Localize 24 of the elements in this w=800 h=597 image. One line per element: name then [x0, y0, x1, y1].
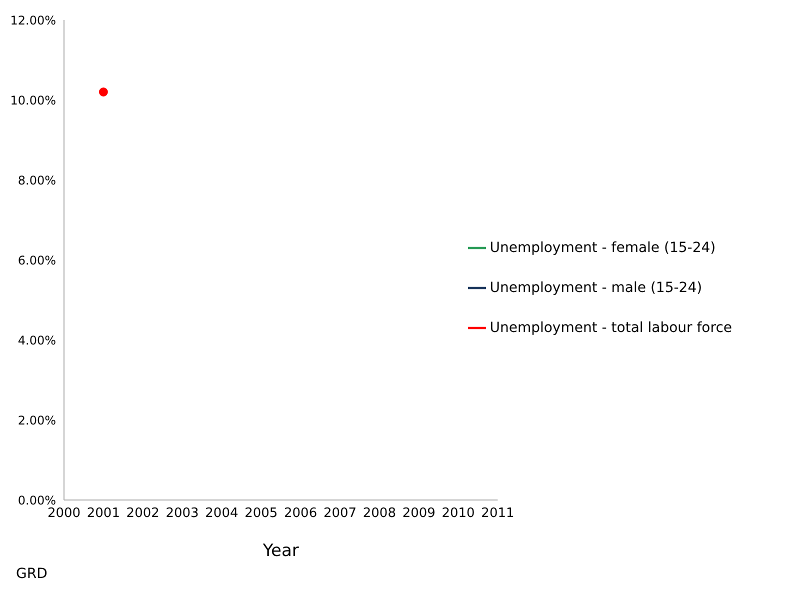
x-tick-label: 2010 — [442, 506, 475, 522]
x-axis-title: Year — [262, 541, 299, 561]
x-tick-label: 2006 — [284, 506, 318, 522]
x-tick-label: 2005 — [244, 506, 278, 522]
y-tick-label: 0.00% — [18, 493, 56, 508]
x-tick-label: 2008 — [362, 506, 396, 522]
x-tick-label: 2003 — [166, 506, 199, 522]
legend-label: Unemployment - total labour force — [490, 320, 732, 336]
text: GRD — [16, 566, 48, 582]
y-tick-label: 10.00% — [10, 93, 56, 108]
legend-label: Unemployment - female (15-24) — [490, 240, 716, 256]
x-tick-label: 2004 — [205, 506, 238, 522]
x-tick-label: 2001 — [86, 506, 120, 522]
y-tick-label: 12.00% — [10, 13, 56, 28]
x-tick-label: 2000 — [47, 506, 81, 522]
x-tick-label: 2007 — [323, 506, 357, 522]
y-tick-label: 6.00% — [18, 253, 56, 268]
x-tick-label: 2002 — [126, 506, 160, 522]
y-tick-label: 8.00% — [18, 173, 56, 188]
x-tick-label: 2009 — [402, 506, 436, 522]
x-tick-label: 2011 — [481, 506, 514, 522]
y-tick-label: 2.00% — [18, 413, 56, 428]
legend-label: Unemployment - male (15-24) — [490, 280, 702, 296]
y-tick-label: 4.00% — [18, 333, 56, 348]
